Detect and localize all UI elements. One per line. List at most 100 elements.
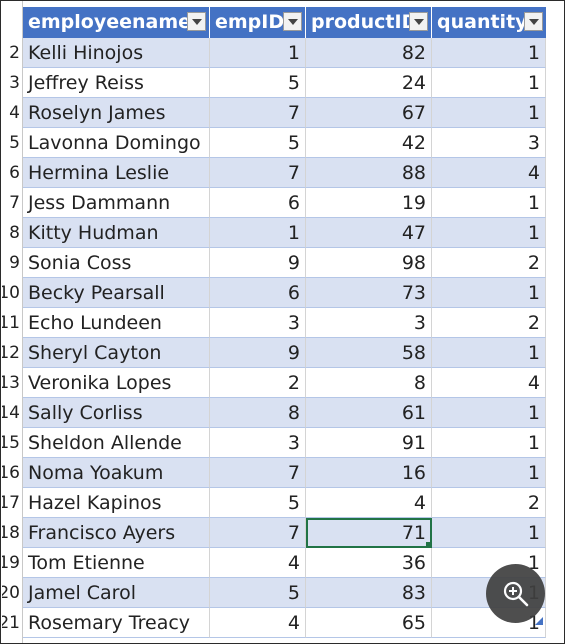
employeename-cell[interactable]: Hermina Leslie [23, 158, 210, 188]
quantity-cell[interactable]: 1 [432, 218, 546, 248]
empid-cell[interactable]: 5 [210, 68, 306, 98]
quantity-cell[interactable]: 1 [432, 98, 546, 128]
productid-cell[interactable]: 67 [306, 98, 432, 128]
quantity-cell[interactable]: 1 [432, 278, 546, 308]
row-number[interactable]: 5 [2, 128, 20, 158]
empid-cell[interactable]: 5 [210, 578, 306, 608]
quantity-cell[interactable]: 1 [432, 38, 546, 68]
employeename-cell[interactable]: Kitty Hudman [23, 218, 210, 248]
empid-cell[interactable]: 9 [210, 248, 306, 278]
quantity-cell[interactable]: 2 [432, 488, 546, 518]
row-number[interactable]: 6 [2, 158, 20, 188]
row-number[interactable]: 14 [2, 398, 20, 428]
quantity-cell[interactable]: 4 [432, 158, 546, 188]
productid-cell[interactable]: 71 [306, 518, 432, 548]
quantity-cell[interactable]: 1 [432, 428, 546, 458]
empid-cell[interactable]: 6 [210, 188, 306, 218]
productid-cell[interactable]: 3 [306, 308, 432, 338]
employeename-cell[interactable]: Veronika Lopes [23, 368, 210, 398]
row-number[interactable]: 12 [2, 338, 20, 368]
employeename-cell[interactable]: Jamel Carol [23, 578, 210, 608]
empid-cell[interactable]: 5 [210, 128, 306, 158]
employeename-cell[interactable]: Francisco Ayers [23, 518, 210, 548]
productid-cell[interactable]: 24 [306, 68, 432, 98]
row-number[interactable]: 21 [2, 608, 20, 638]
quantity-cell[interactable]: 2 [432, 248, 546, 278]
employeename-cell[interactable]: Tom Etienne [23, 548, 210, 578]
filter-dropdown-icon[interactable] [524, 12, 543, 31]
empid-cell[interactable]: 7 [210, 98, 306, 128]
employeename-cell[interactable]: Roselyn James [23, 98, 210, 128]
row-number[interactable]: 18 [2, 518, 20, 548]
row-number[interactable]: 9 [2, 248, 20, 278]
quantity-cell[interactable]: 1 [432, 518, 546, 548]
row-number[interactable]: 16 [2, 458, 20, 488]
productid-cell[interactable]: 4 [306, 488, 432, 518]
employeename-cell[interactable]: Echo Lundeen [23, 308, 210, 338]
empid-cell[interactable]: 8 [210, 398, 306, 428]
employeename-cell[interactable]: Kelli Hinojos [23, 38, 210, 68]
productid-cell[interactable]: 58 [306, 338, 432, 368]
row-number[interactable]: 11 [2, 308, 20, 338]
empid-cell[interactable]: 4 [210, 548, 306, 578]
productid-cell[interactable]: 83 [306, 578, 432, 608]
productid-cell[interactable]: 88 [306, 158, 432, 188]
filter-dropdown-icon[interactable] [283, 12, 302, 31]
employeename-cell[interactable]: Hazel Kapinos [23, 488, 210, 518]
quantity-cell[interactable]: 1 [432, 188, 546, 218]
column-header-empid[interactable]: empID [210, 7, 306, 38]
quantity-cell[interactable]: 1 [432, 338, 546, 368]
quantity-cell[interactable]: 1 [432, 398, 546, 428]
empid-cell[interactable]: 4 [210, 608, 306, 638]
row-number[interactable]: 4 [2, 98, 20, 128]
productid-cell[interactable]: 61 [306, 398, 432, 428]
empid-cell[interactable]: 6 [210, 278, 306, 308]
zoom-button[interactable] [486, 564, 545, 623]
row-number[interactable]: 15 [2, 428, 20, 458]
row-number[interactable]: 2 [2, 38, 20, 68]
empid-cell[interactable]: 3 [210, 308, 306, 338]
quantity-cell[interactable]: 3 [432, 128, 546, 158]
productid-cell[interactable]: 73 [306, 278, 432, 308]
employeename-cell[interactable]: Sally Corliss [23, 398, 210, 428]
employeename-cell[interactable]: Jess Dammann [23, 188, 210, 218]
row-number[interactable]: 8 [2, 218, 20, 248]
fill-handle[interactable] [426, 542, 432, 548]
employeename-cell[interactable]: Sonia Coss [23, 248, 210, 278]
row-number[interactable]: 13 [2, 368, 20, 398]
employeename-cell[interactable]: Rosemary Treacy [23, 608, 210, 638]
row-number[interactable]: 10 [2, 278, 20, 308]
productid-cell[interactable]: 36 [306, 548, 432, 578]
filter-dropdown-icon[interactable] [187, 12, 206, 31]
row-number[interactable]: 19 [2, 548, 20, 578]
quantity-cell[interactable]: 1 [432, 68, 546, 98]
column-header-productid[interactable]: productID [306, 7, 432, 38]
productid-cell[interactable]: 47 [306, 218, 432, 248]
empid-cell[interactable]: 5 [210, 488, 306, 518]
empid-cell[interactable]: 1 [210, 218, 306, 248]
productid-cell[interactable]: 8 [306, 368, 432, 398]
row-number[interactable]: 3 [2, 68, 20, 98]
productid-cell[interactable]: 98 [306, 248, 432, 278]
productid-cell[interactable]: 82 [306, 38, 432, 68]
row-number[interactable]: 7 [2, 188, 20, 218]
empid-cell[interactable]: 7 [210, 518, 306, 548]
empid-cell[interactable]: 2 [210, 368, 306, 398]
row-number[interactable]: 20 [2, 578, 20, 608]
employeename-cell[interactable]: Becky Pearsall [23, 278, 210, 308]
empid-cell[interactable]: 7 [210, 158, 306, 188]
empid-cell[interactable]: 9 [210, 338, 306, 368]
quantity-cell[interactable]: 1 [432, 458, 546, 488]
productid-cell[interactable]: 65 [306, 608, 432, 638]
productid-cell[interactable]: 91 [306, 428, 432, 458]
employeename-cell[interactable]: Sheryl Cayton [23, 338, 210, 368]
employeename-cell[interactable]: Jeffrey Reiss [23, 68, 210, 98]
productid-cell[interactable]: 19 [306, 188, 432, 218]
column-header-quantity[interactable]: quantity [432, 7, 546, 38]
empid-cell[interactable]: 3 [210, 428, 306, 458]
quantity-cell[interactable]: 4 [432, 368, 546, 398]
employeename-cell[interactable]: Lavonna Domingo [23, 128, 210, 158]
productid-cell[interactable]: 42 [306, 128, 432, 158]
employeename-cell[interactable]: Sheldon Allende [23, 428, 210, 458]
quantity-cell[interactable]: 2 [432, 308, 546, 338]
